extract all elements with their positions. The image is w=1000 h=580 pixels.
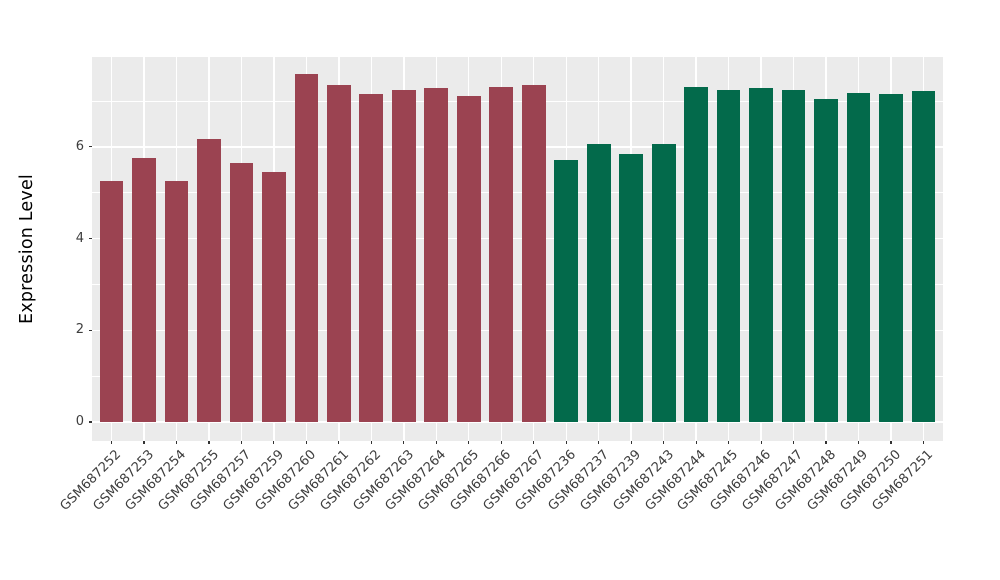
bar-GSM687264 xyxy=(424,88,449,422)
y-axis-title: Expression Level xyxy=(17,174,37,324)
x-tick-mark xyxy=(208,441,210,444)
x-tick-mark xyxy=(760,441,762,444)
x-tick-mark xyxy=(922,441,925,444)
bar-GSM687266 xyxy=(489,86,514,422)
bar-GSM687253 xyxy=(132,157,156,422)
x-tick-mark xyxy=(468,441,470,444)
x-tick-mark xyxy=(825,441,827,444)
gridline-major xyxy=(92,329,943,332)
x-tick-mark xyxy=(630,441,632,444)
x-tick-mark xyxy=(565,441,567,444)
x-tick-mark xyxy=(240,441,242,444)
bar-GSM687257 xyxy=(229,162,254,422)
gridline-major xyxy=(92,237,943,240)
bar-GSM687247 xyxy=(781,90,806,422)
bar-GSM687246 xyxy=(749,88,773,422)
bar-GSM687249 xyxy=(846,93,871,422)
bar-GSM687251 xyxy=(911,91,936,422)
bar-GSM687263 xyxy=(391,90,416,422)
y-tick-mark xyxy=(88,146,92,148)
x-tick-mark xyxy=(338,441,340,444)
gridline-major xyxy=(92,421,943,423)
x-tick-mark xyxy=(792,441,795,444)
bar-GSM687267 xyxy=(521,85,546,422)
y-tick-label: 2 xyxy=(75,322,84,338)
gridline-major xyxy=(92,146,943,148)
y-tick-mark xyxy=(88,237,92,240)
x-tick-mark xyxy=(273,441,275,444)
bar-GSM687243 xyxy=(651,144,676,422)
y-tick-label: 0 xyxy=(75,414,84,430)
bar-GSM687245 xyxy=(716,90,741,422)
y-tick-mark xyxy=(88,421,92,423)
x-tick-mark xyxy=(500,441,502,444)
x-tick-mark xyxy=(533,441,535,444)
bar-GSM687262 xyxy=(359,94,384,422)
x-tick-mark xyxy=(728,441,730,444)
x-tick-mark xyxy=(110,441,113,444)
bar-GSM687237 xyxy=(586,143,611,422)
gridline-minor xyxy=(92,284,943,285)
x-tick-mark xyxy=(890,441,892,444)
bar-GSM687265 xyxy=(456,96,481,422)
bar-GSM687244 xyxy=(684,86,708,422)
y-tick-mark xyxy=(88,329,92,331)
bar-GSM687236 xyxy=(554,160,579,422)
y-tick-label: 6 xyxy=(75,139,84,155)
gridline-minor xyxy=(92,100,943,102)
bar-GSM687250 xyxy=(879,94,903,422)
x-tick-mark xyxy=(598,441,600,444)
bar-GSM687239 xyxy=(619,154,644,422)
x-tick-mark xyxy=(435,441,437,444)
x-tick-mark xyxy=(305,441,307,444)
x-tick-mark xyxy=(663,441,665,444)
x-tick-mark xyxy=(403,441,405,444)
bar-GSM687261 xyxy=(327,85,351,422)
gridline-minor xyxy=(92,375,943,377)
x-tick-mark xyxy=(143,441,145,444)
x-tick-mark xyxy=(857,441,860,444)
bar-GSM687254 xyxy=(164,180,189,422)
bar-GSM687255 xyxy=(197,139,221,422)
x-tick-mark xyxy=(370,441,372,444)
bar-GSM687252 xyxy=(99,180,124,422)
bar-GSM687248 xyxy=(814,98,838,422)
y-tick-label: 4 xyxy=(75,230,84,246)
bar-GSM687259 xyxy=(262,171,286,422)
x-tick-mark xyxy=(695,441,697,444)
bar-GSM687260 xyxy=(294,74,319,422)
plot-panel xyxy=(92,57,943,441)
gridline-minor xyxy=(92,192,943,194)
x-tick-mark xyxy=(175,441,178,444)
